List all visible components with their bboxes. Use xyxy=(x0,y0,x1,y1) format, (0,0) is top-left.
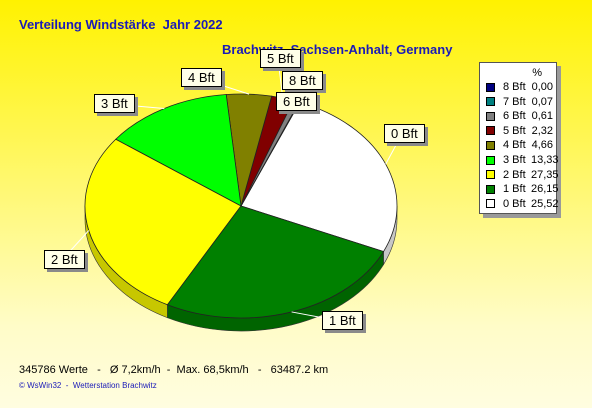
slice-0-bft xyxy=(240,101,398,253)
slice-1-bft xyxy=(166,205,385,319)
legend-swatch xyxy=(486,140,495,150)
legend-swatch xyxy=(486,82,495,92)
legend-item: 5 Bft 2,32 xyxy=(486,124,554,138)
legend-item: 7 Bft 0,07 xyxy=(486,95,554,109)
legend-item: 6 Bft 0,61 xyxy=(486,109,554,123)
legend-label: 8 Bft xyxy=(503,81,526,93)
legend-item: 2 Bft 27,35 xyxy=(486,168,559,182)
legend-swatch xyxy=(486,155,495,165)
legend-label: 6 Bft xyxy=(503,110,526,123)
legend-value: 2,32 xyxy=(531,124,553,137)
legend-value: 0,07 xyxy=(531,95,553,108)
legend-label: 5 Bft xyxy=(503,124,526,137)
legend-swatch xyxy=(486,170,495,180)
slice-label-3-bft: 3 Bft xyxy=(94,94,135,113)
legend-value: 13,33 xyxy=(531,154,559,166)
slice-label-4-bft: 4 Bft xyxy=(181,68,222,87)
slice-label-6-bft: 6 Bft xyxy=(276,92,317,111)
legend-swatch xyxy=(486,184,495,194)
legend-item: 1 Bft 26,15 xyxy=(486,182,559,196)
legend-label: 7 Bft xyxy=(503,95,526,108)
chart-subtitle: Brachwitz, Sachsen-Anhalt, Germany xyxy=(222,42,453,57)
legend-swatch xyxy=(486,97,495,107)
legend-swatch xyxy=(486,126,495,136)
legend-swatch xyxy=(486,111,495,121)
legend-label: 3 Bft xyxy=(503,154,526,166)
chart-title: Verteilung Windstärke Jahr 2022 xyxy=(19,17,223,32)
legend-item: 8 Bft 0,00 xyxy=(486,80,554,94)
legend-value: 26,15 xyxy=(531,183,559,196)
legend-label: 2 Bft xyxy=(503,168,526,181)
legend-value: 0,61 xyxy=(531,110,553,123)
legend-value: 27,35 xyxy=(531,168,559,181)
slice-label-5-bft: 5 Bft xyxy=(260,49,301,68)
slice-label-1-bft: 1 Bft xyxy=(322,311,363,330)
footer-credit: © WsWin32 - Wetterstation Brachwitz xyxy=(19,381,157,390)
legend-value: 25,52 xyxy=(531,197,559,210)
slice-label-2-bft: 2 Bft xyxy=(44,250,85,269)
slice-label-8-bft: 8 Bft xyxy=(282,71,323,90)
legend: % 8 Bft 0,00 7 Bft 0,07 6 Bft 0,61 5 Bft 2,32 4 … xyxy=(479,62,559,214)
slice-3-bft xyxy=(115,94,242,207)
legend-label: 0 Bft xyxy=(503,197,526,210)
slice-label-0-bft: 0 Bft xyxy=(384,124,425,143)
legend-value: 4,66 xyxy=(531,139,553,152)
legend-label: 1 Bft xyxy=(503,183,526,196)
legend-item: 3 Bft 13,33 xyxy=(486,153,559,167)
legend-swatch xyxy=(486,199,495,209)
legend-label: 4 Bft xyxy=(503,139,526,152)
legend-value: 0,00 xyxy=(531,81,553,93)
legend-header: % xyxy=(532,67,542,79)
footer-stats: 345786 Werte - Ø 7,2km/h - Max. 68,5km/h… xyxy=(19,364,329,376)
legend-item: 4 Bft 4,66 xyxy=(486,138,554,152)
legend-item: 0 Bft 25,52 xyxy=(486,197,559,211)
